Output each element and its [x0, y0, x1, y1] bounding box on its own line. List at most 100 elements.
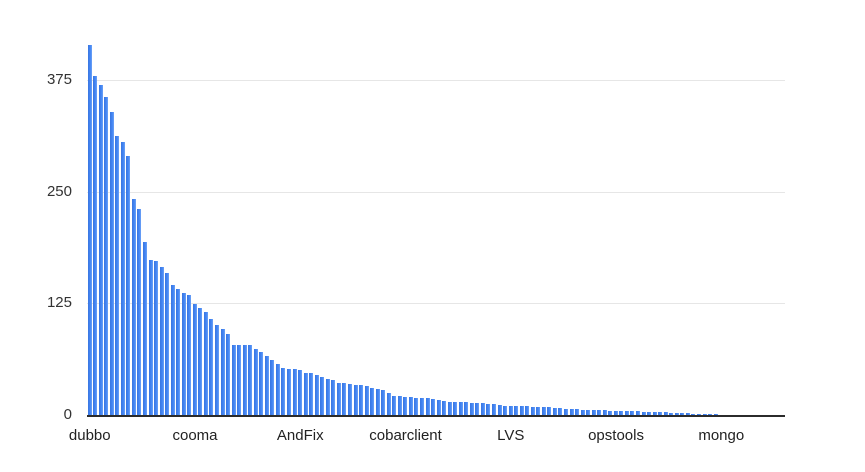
bar [602, 410, 607, 415]
y-axis-tick-label: 250 [46, 183, 72, 200]
bar [353, 385, 358, 415]
bar [170, 285, 175, 415]
bar [298, 370, 303, 415]
bar [98, 85, 103, 415]
bar [275, 364, 280, 415]
bar [652, 412, 657, 415]
bar [486, 404, 491, 415]
bar [370, 388, 375, 415]
bar [209, 319, 214, 415]
bar [564, 409, 568, 415]
bar [575, 409, 580, 415]
bar [347, 384, 352, 415]
bar [536, 407, 541, 415]
bar [685, 413, 690, 415]
x-axis-tick-label: dubbo [68, 427, 111, 444]
bar [541, 407, 546, 415]
bar [419, 398, 424, 415]
bar [237, 345, 242, 415]
bar [142, 242, 147, 415]
bar [181, 293, 186, 415]
bar [325, 379, 330, 415]
bar [364, 386, 369, 415]
bar [131, 199, 136, 415]
bar [491, 404, 496, 415]
bar [381, 390, 386, 415]
bar [519, 406, 524, 415]
x-axis-tick-label: mongo [698, 427, 745, 444]
y-axis-tick-label: 375 [46, 71, 72, 88]
bar [569, 409, 574, 415]
bar [514, 406, 519, 415]
gridline [87, 192, 785, 193]
bar [226, 334, 231, 415]
x-axis-tick-label: cobarclient [369, 427, 442, 444]
bar [591, 410, 596, 415]
bar [176, 289, 181, 415]
bar [342, 383, 347, 415]
bar [414, 398, 419, 415]
bar [159, 267, 164, 415]
bar [480, 403, 485, 415]
bar [586, 410, 591, 415]
bar [403, 397, 408, 415]
bar [608, 411, 613, 415]
bar [547, 407, 552, 415]
bar [647, 412, 652, 415]
bar [309, 373, 314, 415]
bar [503, 406, 508, 415]
bar [613, 411, 618, 415]
bar [580, 410, 585, 415]
bar [292, 369, 297, 415]
bar [436, 400, 441, 415]
bar [126, 156, 131, 415]
bar [442, 401, 447, 415]
bar [680, 413, 685, 415]
bar [619, 411, 624, 415]
bar [320, 377, 325, 415]
bar [397, 396, 402, 415]
bar [148, 260, 153, 415]
bar [336, 383, 341, 415]
bar [165, 273, 170, 415]
bar [497, 405, 502, 415]
bar [630, 411, 635, 415]
x-axis-tick-label: opstools [588, 427, 644, 444]
bar [231, 345, 236, 415]
bar [696, 414, 701, 415]
bar [264, 356, 269, 415]
bar [303, 373, 308, 415]
bar [469, 403, 474, 415]
x-axis-tick-label: AndFix [276, 427, 324, 444]
bar [242, 345, 247, 415]
bar [525, 406, 530, 415]
bar [287, 369, 292, 415]
bar [253, 349, 258, 415]
bar [375, 389, 380, 415]
bar [187, 295, 192, 415]
bar [93, 76, 98, 415]
bar [392, 396, 397, 415]
bar [708, 414, 713, 415]
bar [215, 325, 219, 415]
bar [658, 412, 663, 415]
bar [458, 402, 463, 415]
bar [624, 411, 629, 415]
bar [475, 403, 480, 415]
bar [331, 380, 336, 415]
y-axis-tick-label: 125 [46, 294, 72, 311]
bar [259, 352, 264, 415]
bar [408, 397, 413, 415]
bar [270, 360, 275, 415]
bar [552, 408, 557, 415]
x-axis-tick-label: LVS [497, 427, 525, 444]
bar [674, 413, 679, 415]
bar [192, 304, 197, 415]
bar [641, 412, 646, 415]
gridline [87, 303, 785, 304]
y-axis-tick-label: 0 [63, 406, 72, 423]
bar [386, 393, 391, 415]
bar [104, 97, 109, 415]
bar [115, 136, 120, 415]
bar [198, 308, 203, 415]
